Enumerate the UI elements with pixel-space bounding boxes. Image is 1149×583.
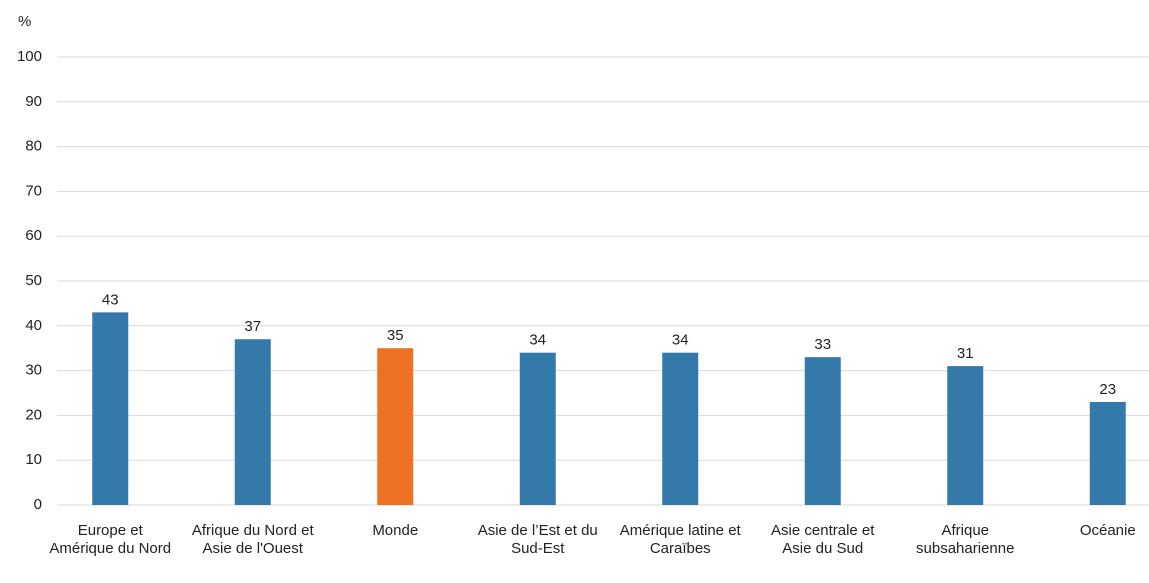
bar: [1089, 401, 1126, 505]
bar: [92, 312, 129, 505]
x-tick-label: Amérique latine et Caraïbes: [619, 522, 741, 557]
data-label: 43: [102, 291, 119, 308]
bar: [234, 339, 271, 505]
bar: [519, 352, 556, 505]
data-label: 34: [672, 332, 689, 349]
y-tick-label: 100: [17, 48, 42, 65]
x-tick-label: Monde: [372, 522, 419, 539]
y-tick-label: 10: [25, 451, 42, 468]
y-tick-label: 70: [25, 182, 42, 199]
data-label: 23: [1099, 381, 1116, 398]
y-tick-label: 80: [25, 138, 42, 155]
x-tick-label: Océanie: [1079, 522, 1136, 539]
y-tick-label: 60: [25, 227, 42, 244]
y-tick-label: 90: [25, 93, 42, 110]
data-label: 31: [957, 345, 974, 362]
x-tick-label: Asie de l’Est et du Sud-Est: [477, 522, 598, 557]
y-tick-label: 0: [34, 496, 42, 513]
x-tick-label: Asie centrale et Asie du Sud: [771, 522, 875, 557]
bar: [662, 352, 699, 505]
data-label: 37: [244, 318, 261, 335]
data-label: 35: [387, 327, 404, 344]
x-tick-label: Afrique subsaharienne: [916, 522, 1015, 557]
data-label: 33: [814, 336, 831, 353]
data-label: 34: [529, 332, 546, 349]
y-tick-label: 30: [25, 362, 42, 379]
y-tick-label: 20: [25, 406, 42, 423]
bar: [947, 366, 984, 505]
y-tick-label: 40: [25, 317, 42, 334]
y-axis-label: %: [18, 13, 31, 30]
bar: [804, 357, 841, 505]
x-tick-label: Europe et Amérique du Nord: [49, 522, 172, 557]
y-tick-label: 50: [25, 272, 42, 289]
x-tick-label: Afrique du Nord et Asie de l'Ouest: [191, 522, 314, 557]
bar: [377, 348, 414, 505]
